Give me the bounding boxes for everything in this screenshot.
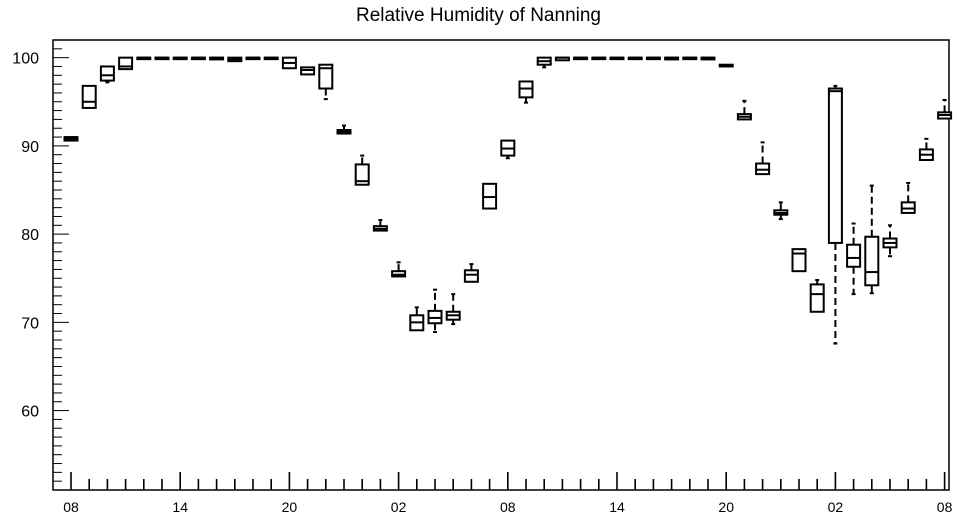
- x-tick-label: 02: [391, 499, 407, 515]
- plot-frame: [52, 39, 950, 491]
- box-plot: [463, 263, 479, 283]
- box-plot: [227, 56, 243, 63]
- box-plot: [482, 182, 498, 210]
- y-tick-label: 80: [21, 227, 39, 244]
- box-plot: [118, 56, 134, 71]
- box-plot: [81, 84, 97, 109]
- box-iqr: [81, 84, 97, 109]
- box-plot: [190, 56, 206, 61]
- box-iqr: [846, 243, 862, 268]
- box-plot: [791, 248, 807, 273]
- box-plot: [536, 56, 552, 69]
- box-plot: [736, 99, 752, 121]
- box-iqr: [463, 269, 479, 283]
- box-plot: [682, 56, 698, 61]
- box-plot: [154, 56, 170, 61]
- box-plot: [318, 63, 334, 101]
- box-plot: [409, 306, 425, 332]
- y-tick-label: 100: [12, 51, 39, 68]
- x-tick-label: 02: [828, 499, 844, 515]
- box-plot: [427, 288, 443, 334]
- box-iqr: [354, 163, 370, 186]
- box-plot: [645, 56, 661, 61]
- x-tick-label: 08: [500, 499, 516, 515]
- box-plot: [664, 56, 680, 61]
- box-plot: [372, 219, 388, 232]
- box-plot: [627, 56, 643, 61]
- box-plot: [554, 56, 570, 62]
- x-tick-label: 20: [718, 499, 734, 515]
- box-plot: [609, 56, 625, 61]
- box-plot: [172, 56, 188, 61]
- y-tick-label: 70: [21, 315, 39, 332]
- box-plot: [755, 141, 771, 176]
- box-series: [63, 56, 953, 345]
- box-plot: [518, 80, 534, 104]
- box-plot: [718, 63, 734, 68]
- box-iqr: [809, 283, 825, 313]
- x-tick-label: 20: [282, 499, 298, 515]
- box-plot: [809, 279, 825, 313]
- box-plot: [300, 66, 316, 76]
- box-plot: [827, 84, 843, 345]
- box-plot: [500, 139, 516, 160]
- box-plot: [864, 184, 880, 295]
- box-iqr: [827, 87, 843, 244]
- x-axis: 08 14 20 02 08 14 20 02 08: [63, 472, 953, 515]
- y-axis: 60 70 80 90 100: [12, 39, 69, 491]
- y-tick-label: 60: [21, 404, 39, 421]
- y-tick-label: 90: [21, 139, 39, 156]
- box-plot: [354, 154, 370, 186]
- box-plot: [773, 201, 789, 221]
- box-plot: [573, 56, 589, 61]
- box-iqr: [864, 235, 880, 287]
- box-plot: [263, 56, 279, 61]
- box-plot: [281, 56, 297, 70]
- box-plot: [918, 137, 934, 161]
- box-plot: [209, 56, 225, 61]
- box-plot: [700, 56, 716, 61]
- box-plot: [391, 261, 407, 278]
- box-iqr: [318, 63, 334, 90]
- chart-title: Relative Humidity of Nanning: [355, 5, 601, 26]
- box-iqr: [118, 56, 134, 71]
- x-tick-label: 14: [172, 499, 188, 515]
- box-plot: [900, 181, 916, 214]
- box-plot: [937, 99, 953, 120]
- x-tick-label: 14: [609, 499, 625, 515]
- box-plot: [136, 56, 152, 61]
- box-plot: [63, 136, 79, 142]
- x-tick-label: 08: [937, 499, 953, 515]
- box-iqr: [99, 65, 115, 82]
- box-plot: [882, 224, 898, 258]
- box-plot: [846, 222, 862, 296]
- box-plot: [99, 65, 115, 84]
- box-plot: [445, 293, 461, 326]
- x-tick-label: 08: [63, 499, 79, 515]
- box-iqr: [791, 248, 807, 273]
- box-plot: [245, 56, 261, 61]
- box-plot: [336, 124, 352, 135]
- box-plot: [591, 56, 607, 61]
